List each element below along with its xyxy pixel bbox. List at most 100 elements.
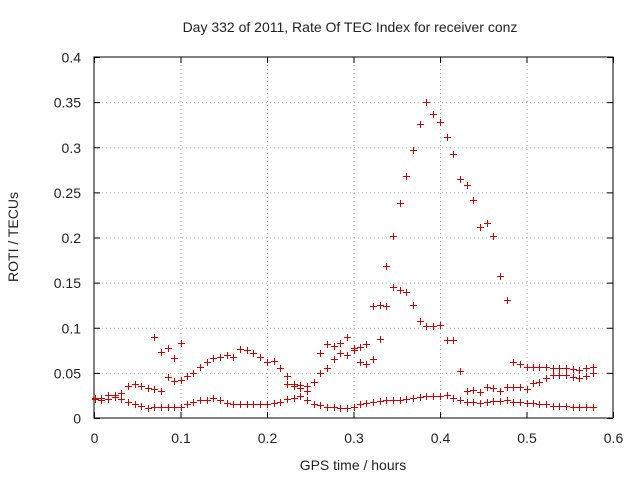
data-point xyxy=(444,337,451,344)
data-point xyxy=(370,399,377,406)
y-tick-label: 0.15 xyxy=(54,275,81,291)
data-point xyxy=(497,273,504,280)
data-point xyxy=(590,370,597,377)
series-arc-4 xyxy=(284,99,597,395)
data-point xyxy=(490,398,497,405)
data-point xyxy=(377,302,384,309)
data-point xyxy=(151,386,158,393)
data-point xyxy=(284,396,291,403)
data-point xyxy=(524,386,531,393)
data-point xyxy=(543,364,550,371)
data-point xyxy=(357,344,364,351)
x-tick-label: 0.6 xyxy=(604,430,624,446)
data-point xyxy=(344,334,351,341)
data-point xyxy=(264,359,271,366)
data-point xyxy=(583,373,590,380)
data-point xyxy=(363,400,370,407)
y-tick-label: 0.4 xyxy=(62,50,82,66)
data-point xyxy=(190,399,197,406)
data-point xyxy=(377,336,384,343)
data-point xyxy=(151,334,158,341)
data-point xyxy=(536,364,543,371)
data-point xyxy=(324,341,331,348)
data-point xyxy=(390,233,397,240)
data-point xyxy=(524,364,531,371)
x-tick-label: 0 xyxy=(91,430,99,446)
data-point xyxy=(430,111,437,118)
grid-lines xyxy=(94,57,613,418)
data-point xyxy=(450,151,457,158)
data-point xyxy=(403,396,410,403)
data-point xyxy=(178,377,185,384)
data-point xyxy=(324,365,331,372)
data-point xyxy=(470,387,477,394)
data-point xyxy=(204,359,211,366)
data-point xyxy=(145,385,152,392)
data-point xyxy=(504,397,511,404)
data-point xyxy=(550,403,557,410)
data-point xyxy=(417,394,424,401)
data-point xyxy=(132,401,139,408)
data-point xyxy=(165,374,172,381)
data-point xyxy=(457,368,464,375)
data-point xyxy=(437,322,444,329)
data-point xyxy=(397,200,404,207)
data-point xyxy=(363,341,370,348)
data-point xyxy=(550,372,557,379)
x-tick-label: 0.3 xyxy=(344,430,364,446)
data-point xyxy=(331,343,338,350)
data-point xyxy=(450,395,457,402)
data-point xyxy=(271,400,278,407)
data-point xyxy=(484,384,491,391)
data-point xyxy=(504,384,511,391)
data-point xyxy=(217,397,224,404)
data-point xyxy=(430,393,437,400)
data-point xyxy=(383,303,390,310)
data-point xyxy=(563,403,570,410)
data-point xyxy=(125,383,132,390)
y-tick-label: 0.35 xyxy=(54,95,81,111)
data-point xyxy=(437,393,444,400)
data-point xyxy=(556,365,563,372)
data-point xyxy=(576,404,583,411)
data-point xyxy=(210,355,217,362)
series-arc-2 xyxy=(92,284,597,402)
data-point xyxy=(244,347,251,354)
data-point xyxy=(304,388,311,395)
data-point xyxy=(517,384,524,391)
data-point xyxy=(324,404,331,411)
data-point xyxy=(517,399,524,406)
data-point xyxy=(178,340,185,347)
data-point xyxy=(583,365,590,372)
data-points xyxy=(92,99,597,412)
data-point xyxy=(444,134,451,141)
data-point xyxy=(570,366,577,373)
data-point xyxy=(317,402,324,409)
data-point xyxy=(145,405,152,412)
data-point xyxy=(464,399,471,406)
data-point xyxy=(331,404,338,411)
data-point xyxy=(165,404,172,411)
data-point xyxy=(357,401,364,408)
data-point xyxy=(184,401,191,408)
data-point xyxy=(125,399,132,406)
data-point xyxy=(457,176,464,183)
y-tick-labels: 0 0.05 0.1 0.15 0.2 0.25 0.3 0.35 0.4 xyxy=(54,50,81,427)
data-point xyxy=(317,350,324,357)
data-point xyxy=(132,381,139,388)
data-point xyxy=(344,405,351,412)
data-point xyxy=(370,303,377,310)
data-point xyxy=(291,383,298,390)
x-tick-label: 0.1 xyxy=(171,430,191,446)
data-point xyxy=(470,399,477,406)
data-point xyxy=(344,352,351,359)
data-point xyxy=(337,405,344,412)
data-point xyxy=(197,364,204,371)
data-point xyxy=(423,393,430,400)
data-point xyxy=(403,173,410,180)
data-point xyxy=(570,374,577,381)
y-tick-label: 0.25 xyxy=(54,185,81,201)
data-point xyxy=(590,404,597,411)
data-point xyxy=(510,359,517,366)
